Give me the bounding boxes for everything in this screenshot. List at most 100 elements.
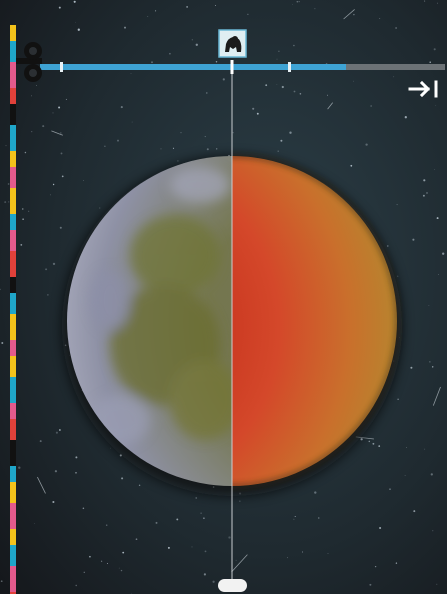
star [65, 98, 67, 100]
star [155, 10, 157, 12]
star [431, 366, 434, 368]
star [177, 160, 179, 162]
star [172, 147, 175, 149]
star [52, 262, 56, 266]
stripe-segment [10, 482, 16, 503]
stripe-segment [10, 566, 16, 592]
streak [432, 386, 441, 406]
stripe-segment [10, 277, 16, 293]
star [52, 183, 55, 186]
star [296, 1, 299, 3]
stripe-segment [10, 251, 16, 277]
star [436, 583, 438, 585]
star [75, 471, 77, 474]
star [404, 116, 407, 119]
star [151, 61, 153, 64]
star [203, 573, 206, 576]
side-stripe [10, 25, 16, 594]
star [58, 106, 61, 109]
star [397, 398, 399, 400]
star [292, 4, 293, 5]
star [60, 132, 62, 134]
star [424, 448, 426, 450]
star [353, 13, 355, 16]
star [293, 90, 296, 93]
star [45, 268, 48, 271]
star [135, 538, 138, 541]
star [155, 521, 158, 524]
star [83, 571, 85, 573]
star [110, 447, 111, 449]
stripe-segment [10, 377, 16, 403]
winder-icon[interactable] [16, 42, 42, 82]
divider-handle[interactable] [218, 579, 247, 592]
star [28, 210, 30, 212]
stripe-segment [10, 151, 16, 167]
star [1, 342, 4, 344]
star [117, 139, 119, 142]
star [423, 179, 426, 182]
star [167, 546, 170, 549]
star [370, 105, 372, 107]
star [204, 550, 207, 553]
star [433, 48, 436, 51]
gorilla-icon[interactable] [218, 29, 247, 58]
star [138, 484, 141, 487]
stripe-segment [10, 356, 16, 377]
streak [51, 130, 63, 136]
star [327, 553, 329, 554]
star [252, 107, 255, 110]
star [426, 192, 428, 194]
star [206, 148, 209, 151]
star [404, 475, 406, 477]
star [8, 201, 10, 203]
stripe-segment [10, 230, 16, 251]
star [106, 562, 109, 565]
stripe-segment [10, 62, 16, 88]
star [191, 546, 193, 548]
star [122, 551, 125, 554]
star [47, 294, 49, 296]
star [318, 517, 320, 519]
star [75, 584, 77, 587]
star [99, 207, 101, 209]
star [365, 143, 368, 146]
star [424, 0, 426, 2]
star [160, 148, 162, 150]
star [31, 95, 32, 97]
star [369, 583, 372, 586]
star [239, 500, 241, 502]
star [0, 288, 1, 291]
star [395, 27, 397, 29]
star [360, 438, 363, 441]
star [39, 440, 42, 443]
star [405, 446, 407, 448]
star [31, 131, 33, 133]
stripe-segment [10, 25, 16, 41]
star [18, 466, 21, 469]
star [169, 52, 171, 55]
star [54, 470, 58, 473]
star [276, 58, 278, 60]
star [73, 0, 76, 3]
star [206, 92, 208, 94]
star [203, 517, 205, 520]
star [442, 252, 445, 255]
star [438, 274, 439, 275]
star [232, 132, 234, 134]
star [397, 275, 399, 277]
star [289, 131, 292, 134]
streak [231, 554, 248, 573]
star [4, 201, 7, 204]
star [395, 562, 398, 564]
stripe-segment [10, 403, 16, 419]
timeline[interactable] [40, 60, 445, 74]
skip-to-end-icon[interactable] [408, 80, 438, 98]
star [379, 18, 381, 19]
star [389, 488, 391, 490]
star [277, 150, 279, 152]
star [104, 145, 106, 147]
streak [343, 9, 355, 20]
star [436, 217, 439, 220]
star [176, 518, 179, 521]
